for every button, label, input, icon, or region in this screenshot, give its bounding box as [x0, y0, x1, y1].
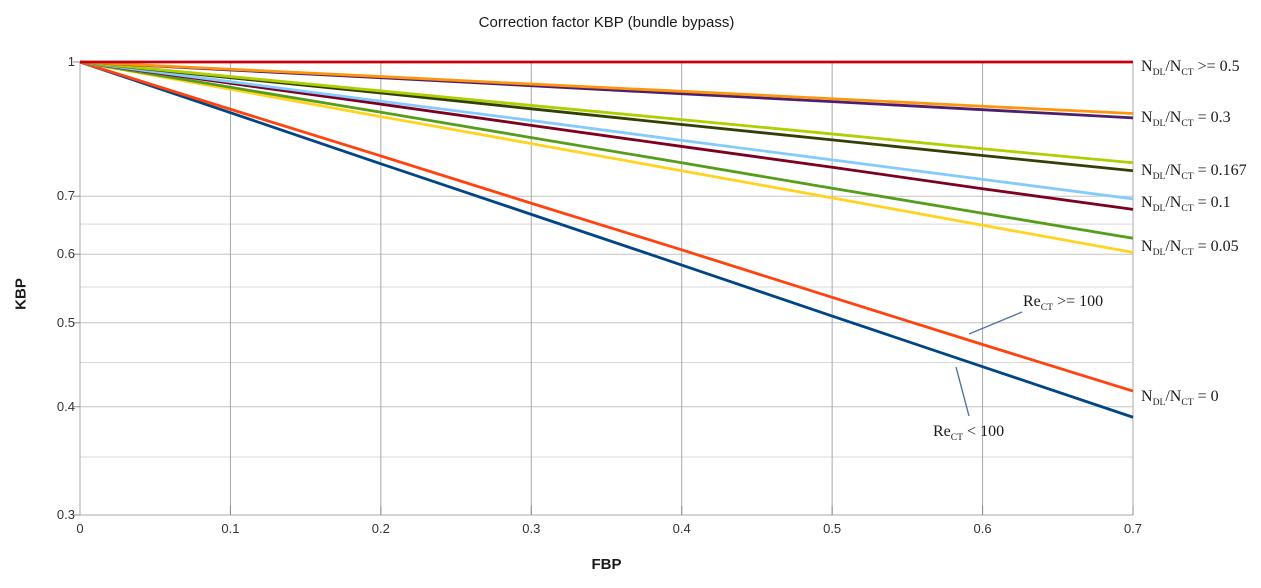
annotation-leader-line — [955, 366, 970, 417]
series-line — [79, 60, 1134, 201]
x-tick-label: 0.6 — [973, 521, 992, 536]
x-tick-label: 0.3 — [522, 521, 541, 536]
subscript: DL — [1152, 67, 1166, 79]
series-line — [79, 60, 1134, 419]
series-label: NDL/NCT >= 0.5 — [1141, 58, 1240, 79]
series-line — [79, 60, 1134, 211]
subscript: CT — [1181, 203, 1194, 215]
series-line — [79, 60, 1134, 115]
subscript: DL — [1152, 203, 1166, 215]
series-label: NDL/NCT = 0.167 — [1141, 162, 1247, 183]
series-label: NDL/NCT = 0.05 — [1141, 238, 1239, 259]
chart-title: Correction factor KBP (bundle bypass) — [478, 14, 735, 31]
subscript: CT — [1181, 67, 1194, 79]
series-line — [79, 60, 1134, 393]
subscript: CT — [1040, 302, 1054, 314]
series-line — [79, 60, 1134, 254]
series-line — [79, 60, 1134, 165]
x-tick-label: 0.1 — [221, 521, 240, 536]
y-tick-label: 0.3 — [56, 507, 75, 522]
subscript: CT — [1181, 118, 1194, 130]
subscript: DL — [1152, 397, 1166, 409]
series-label: NDL/NCT = 0.3 — [1141, 109, 1231, 130]
subscript: CT — [1181, 171, 1194, 183]
annotation-leader-line — [968, 311, 1023, 335]
annotation-label: ReCT < 100 — [933, 423, 1005, 444]
subscript: CT — [950, 432, 964, 444]
subscript: DL — [1152, 118, 1166, 130]
subscript: DL — [1152, 247, 1166, 259]
x-axis-title: FBP — [591, 556, 622, 573]
x-tick-label: 0.5 — [823, 521, 842, 536]
y-tick-label: 0.5 — [56, 314, 75, 330]
subscript: CT — [1181, 397, 1194, 409]
series-line — [79, 60, 1134, 240]
y-tick-label: 0.4 — [56, 398, 75, 414]
x-tick-label: 0.2 — [371, 521, 390, 536]
series-label: NDL/NCT = 0 — [1141, 388, 1219, 409]
x-tick-label: 0 — [76, 521, 84, 536]
annotation-label: ReCT >= 100 — [1023, 293, 1104, 314]
y-tick-label: 0.7 — [56, 188, 75, 204]
y-tick-label: 0.6 — [56, 246, 75, 262]
x-tick-label: 0.4 — [672, 521, 691, 536]
subscript: DL — [1152, 171, 1166, 183]
series-label: NDL/NCT = 0.1 — [1141, 194, 1231, 215]
y-axis-title-text: KBP — [12, 278, 30, 310]
y-tick-label: 1 — [67, 54, 75, 69]
subscript: CT — [1181, 247, 1194, 259]
x-tick-label: 0.7 — [1123, 521, 1143, 536]
